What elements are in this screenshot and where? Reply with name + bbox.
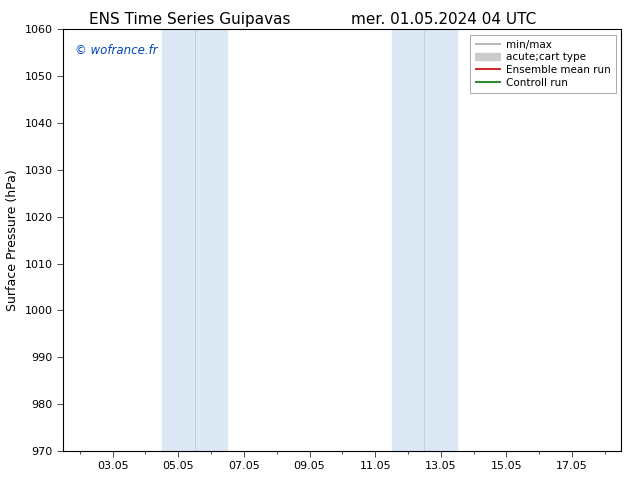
Bar [392, 29, 457, 451]
Y-axis label: Surface Pressure (hPa): Surface Pressure (hPa) [6, 169, 19, 311]
Legend: min/max, acute;cart type, Ensemble mean run, Controll run: min/max, acute;cart type, Ensemble mean … [470, 35, 616, 93]
Text: © wofrance.fr: © wofrance.fr [75, 44, 157, 57]
Text: ENS Time Series Guipavas: ENS Time Series Guipavas [89, 12, 291, 27]
Text: mer. 01.05.2024 04 UTC: mer. 01.05.2024 04 UTC [351, 12, 536, 27]
Bar [162, 29, 228, 451]
